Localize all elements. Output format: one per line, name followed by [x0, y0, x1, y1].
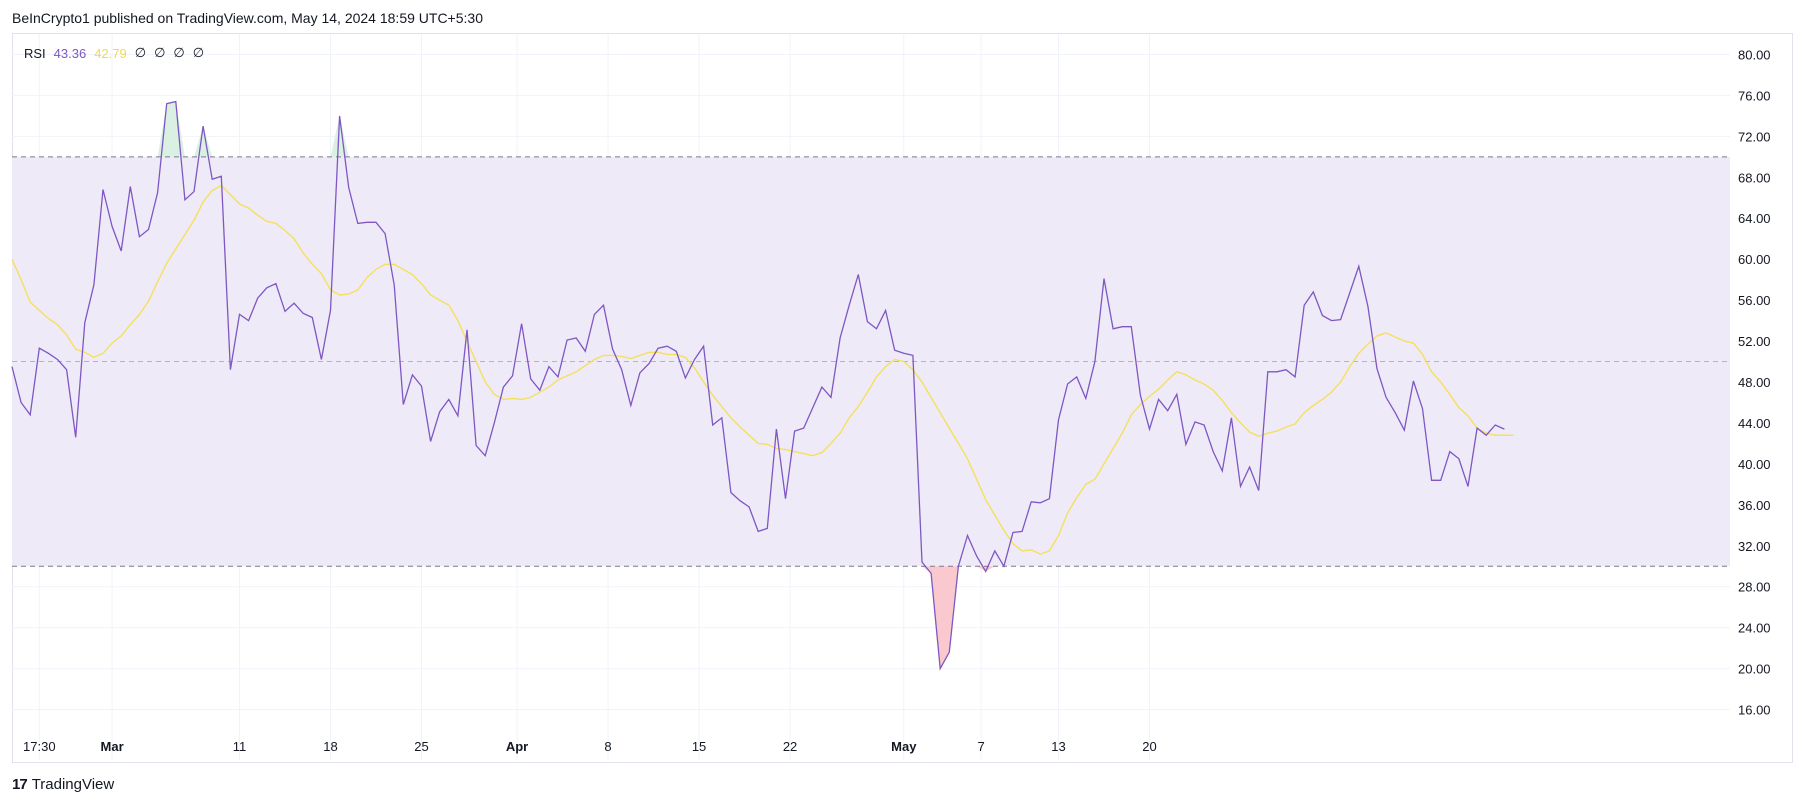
- series-lines: [11, 100, 1514, 671]
- rsi-bands: [12, 101, 1730, 669]
- y-tick-label: 56.00: [1738, 293, 1771, 308]
- x-tick-label: 15: [692, 739, 706, 754]
- y-tick-label: 68.00: [1738, 170, 1771, 185]
- x-tick-label: Apr: [506, 739, 528, 754]
- oversold-fill: [922, 566, 959, 669]
- attribution-text: BeInCrypto1 published on TradingView.com…: [12, 10, 483, 26]
- rsi-ma-value: 42.79: [94, 45, 127, 61]
- y-tick-label: 16.00: [1738, 703, 1771, 718]
- x-tick-label: 20: [1142, 739, 1156, 754]
- y-tick-label: 36.00: [1738, 498, 1771, 513]
- x-tick-label: May: [891, 739, 917, 754]
- indicator-name: RSI: [24, 45, 46, 61]
- na-value-3: ∅: [173, 45, 185, 60]
- tradingview-brand[interactable]: 17 TradingView: [12, 776, 114, 793]
- na-value-2: ∅: [154, 45, 166, 60]
- y-tick-label: 44.00: [1738, 416, 1771, 431]
- x-tick-label: 25: [414, 739, 428, 754]
- y-tick-label: 48.00: [1738, 375, 1771, 390]
- y-tick-label: 64.00: [1738, 211, 1771, 226]
- indicator-legend[interactable]: RSI 43.36 42.79 ∅ ∅ ∅ ∅: [24, 45, 204, 61]
- tradingview-brand-text: TradingView: [31, 776, 115, 793]
- x-tick-label: Mar: [101, 739, 124, 754]
- y-axis: 16.00 20.00 24.00 28.00 32.00 36.00 40.00 44.00…: [1738, 47, 1771, 717]
- y-tick-label: 76.00: [1738, 88, 1771, 103]
- tradingview-logo-icon: 17: [12, 776, 28, 793]
- x-tick-label: 13: [1051, 739, 1065, 754]
- x-tick-label: 11: [233, 739, 247, 754]
- y-tick-label: 28.00: [1738, 580, 1771, 595]
- y-tick-label: 72.00: [1738, 129, 1771, 144]
- rsi-value: 43.36: [53, 45, 87, 61]
- y-tick-label: 60.00: [1738, 252, 1771, 267]
- rsi-line: [11, 100, 1505, 671]
- overbought-fill: [157, 101, 185, 157]
- x-tick-label: 8: [604, 739, 611, 754]
- na-value-1: ∅: [134, 45, 147, 60]
- x-tick-label: 17:30: [23, 739, 56, 754]
- x-tick-label: 18: [323, 739, 337, 754]
- y-tick-label: 20.00: [1738, 662, 1771, 677]
- y-tick-label: 52.00: [1738, 334, 1771, 349]
- x-tick-label: 22: [783, 739, 797, 754]
- y-tick-label: 32.00: [1738, 539, 1771, 554]
- y-tick-label: 40.00: [1738, 457, 1771, 472]
- x-tick-label: 7: [978, 739, 985, 754]
- y-tick-label: 80.00: [1738, 47, 1771, 62]
- oversold-fill: [976, 566, 995, 572]
- y-tick-label: 24.00: [1738, 621, 1771, 636]
- na-value-4: ∅: [192, 45, 205, 60]
- x-axis: 17:30 Mar 11 18 25 Apr 8 15 22 May 7 13 20: [23, 739, 1157, 754]
